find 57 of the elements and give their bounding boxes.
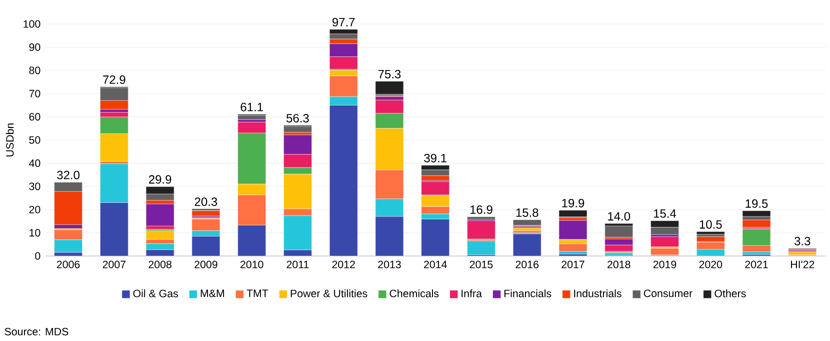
legend-label: Others [714, 289, 746, 298]
total-label: 29.9 [148, 175, 172, 184]
total-label: 19.9 [562, 198, 584, 208]
y-tick-label: 80 [29, 66, 40, 74]
total-label: 56.3 [286, 114, 309, 122]
legend-label: Industrials [574, 289, 622, 298]
x-tick-label: 2017 [562, 260, 584, 268]
total-label: 16.9 [470, 205, 492, 214]
x-tick-label: 2019 [653, 260, 676, 268]
source-note: Source: MDS [4, 328, 68, 336]
total-label: 10.5 [700, 220, 722, 229]
x-tick-label: 2011 [286, 260, 309, 268]
y-tick-label: 60 [29, 113, 40, 121]
x-tick-label: 2006 [56, 260, 80, 268]
x-tick-label: 2020 [699, 260, 722, 268]
total-label: 97.7 [332, 18, 355, 26]
y-tick-label: 30 [29, 182, 40, 190]
total-label: 32.0 [57, 170, 80, 180]
total-label: 39.1 [424, 154, 446, 162]
y-axis-title: USDbn [6, 123, 14, 156]
total-label: 15.4 [654, 209, 676, 218]
y-tick-label: 10 [30, 229, 40, 237]
x-tick-label: 2015 [470, 260, 493, 268]
y-tick-label: 90 [29, 43, 40, 51]
legend-label: Infra [462, 289, 482, 298]
y-tick-label: 100 [24, 20, 40, 28]
x-tick-label: HI'22 [790, 260, 814, 268]
legend-label: Oil & Gas [133, 289, 178, 298]
x-tick-label: 2014 [424, 260, 447, 268]
total-label: 75.3 [378, 70, 401, 78]
x-tick-label: 2018 [608, 260, 630, 268]
x-tick-label: 2008 [148, 260, 172, 268]
total-label: 61.1 [240, 102, 263, 112]
y-tick-label: 20 [29, 206, 40, 214]
legend-label: Power & Utilities [290, 289, 368, 298]
total-label: 3.3 [794, 236, 810, 246]
legend-label: TMT [246, 290, 268, 297]
y-tick-label: 40 [29, 159, 40, 167]
y-tick-label: 50 [29, 136, 40, 144]
x-tick-label: 2016 [516, 260, 538, 268]
legend-label: Consumer [644, 290, 692, 298]
total-label: 19.5 [746, 199, 768, 208]
y-tick-label: 70 [29, 90, 40, 98]
x-tick-label: 2010 [240, 260, 264, 268]
total-label: 72.9 [103, 75, 126, 84]
legend-label: Financials [504, 289, 552, 298]
x-tick-label: 2007 [102, 260, 126, 268]
x-tick-label: 2021 [745, 260, 768, 268]
total-label: 14.0 [608, 212, 630, 221]
legend-label: Chemicals [390, 289, 439, 298]
total-label: 20.3 [194, 197, 218, 206]
x-tick-label: 2009 [194, 260, 218, 268]
legend-label: M&M [200, 290, 224, 298]
total-label: 15.8 [516, 208, 538, 217]
x-tick-label: 2012 [332, 260, 355, 268]
y-tick-label: 0 [35, 252, 40, 260]
x-tick-label: 2013 [378, 260, 401, 268]
